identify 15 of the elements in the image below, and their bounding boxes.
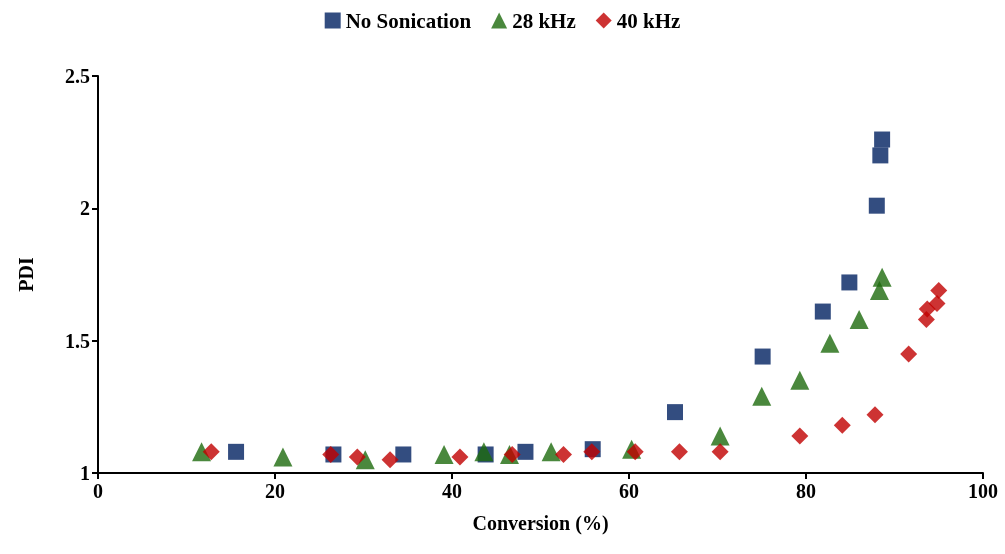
legend-label: No Sonication xyxy=(345,8,472,33)
x-tick-label: 20 xyxy=(265,480,285,502)
x-axis-title: Conversion (%) xyxy=(472,512,609,535)
x-tick-label: 0 xyxy=(93,480,103,502)
y-axis-title: PDI xyxy=(15,257,37,292)
x-tick-label: 100 xyxy=(968,480,998,502)
x-tick-label: 80 xyxy=(796,480,816,502)
x-tick-label: 40 xyxy=(442,480,462,502)
y-tick-label: 2 xyxy=(80,197,90,220)
x-tick-label: 60 xyxy=(619,480,639,502)
legend-label: 40 kHz xyxy=(616,8,681,33)
legend-label: 28 kHz xyxy=(512,8,576,33)
y-tick-label: 1.5 xyxy=(65,329,90,352)
y-tick-label: 1 xyxy=(80,462,90,484)
y-tick-label: 2.5 xyxy=(65,65,90,87)
